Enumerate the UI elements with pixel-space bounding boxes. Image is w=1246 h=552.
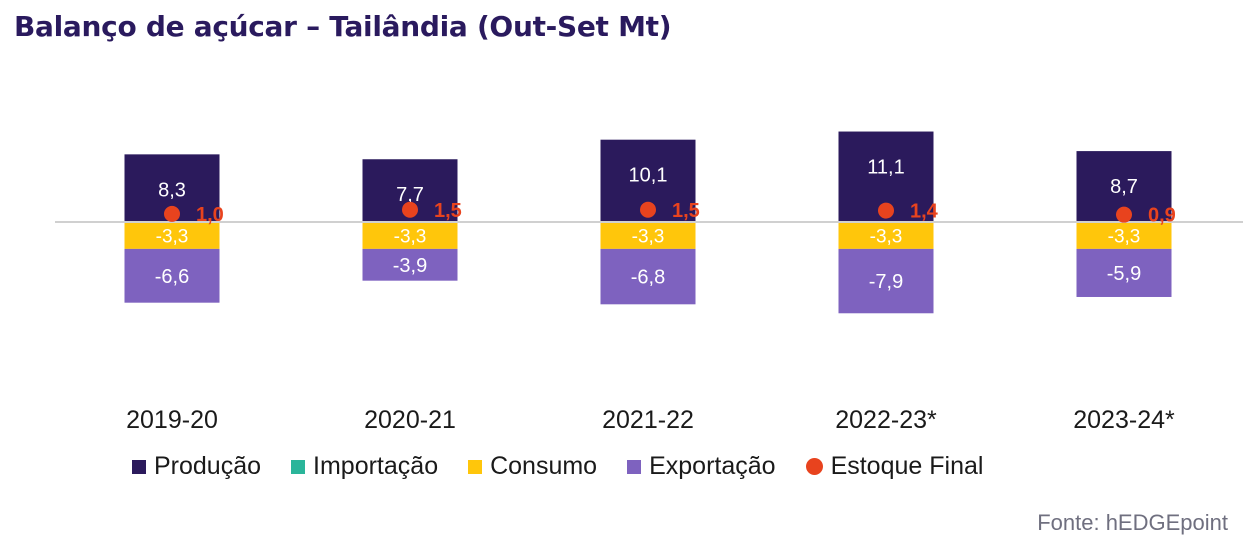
label-exportacao: -5,9: [1107, 263, 1141, 285]
label-estoque: 1,0: [196, 204, 224, 226]
legend-item-consumo: Consumo: [468, 452, 597, 481]
label-exportacao: -3,9: [393, 255, 427, 277]
bar-consumo: [362, 222, 458, 249]
label-producao: 8,3: [158, 179, 186, 201]
label-exportacao: -6,8: [631, 267, 665, 289]
x-tick-label: 2023-24*: [1073, 406, 1175, 434]
x-tick-label: 2019-20: [126, 406, 218, 434]
legend-swatch-estoque: [805, 458, 823, 475]
marker-estoque: [878, 202, 894, 219]
legend-label-estoque: Estoque Final: [830, 452, 984, 480]
label-producao: 11,1: [867, 157, 904, 179]
legend-swatch-producao: [132, 459, 146, 474]
legend-label-importacao: Importação: [313, 452, 439, 480]
legend-item-importacao: Importação: [291, 452, 438, 481]
bar-exportacao: [362, 248, 458, 281]
legend-label-exportacao: Exportação: [649, 452, 776, 480]
x-tick-label: 2022-23*: [835, 406, 937, 434]
x-tick-label: 2020-21: [364, 406, 456, 434]
legend-swatch-importacao: [291, 459, 306, 474]
legend-item-estoque: Estoque Final: [805, 452, 984, 481]
bar-consumo: [124, 222, 220, 249]
chart-legend: Produção Importação Consumo Exportação E…: [132, 452, 1013, 481]
bar-consumo: [838, 222, 934, 249]
chart-plot: 8,3 -3,3 -6,6 2019-20 7,7 -3,3 -3,9 2020-21 10,1…: [55, 131, 1243, 434]
bar-consumo: [1076, 222, 1172, 249]
label-consumo: -3,3: [394, 226, 427, 247]
bar-exportacao: [600, 248, 696, 305]
label-estoque: 1,4: [910, 201, 939, 223]
bar-exportacao: [124, 248, 220, 303]
label-exportacao: -6,6: [155, 266, 189, 288]
label-estoque: 0,9: [1148, 205, 1176, 227]
marker-estoque: [402, 201, 418, 218]
label-estoque: 1,5: [434, 200, 462, 222]
legend-item-exportacao: Exportação: [627, 452, 776, 481]
legend-swatch-exportacao: [627, 459, 642, 474]
x-tick-label: 2021-22: [602, 406, 694, 434]
bar-exportacao: [1076, 248, 1172, 297]
chart-title: Balanço de açúcar – Tailândia (Out-Set M…: [14, 10, 672, 43]
label-estoque: 1,5: [672, 200, 700, 222]
legend-item-producao: Produção: [132, 452, 261, 481]
label-producao: 10,1: [629, 165, 668, 187]
label-consumo: -3,3: [870, 226, 903, 247]
legend-label-producao: Produção: [154, 452, 262, 480]
marker-estoque: [1116, 206, 1132, 223]
marker-estoque: [164, 205, 180, 222]
bar-exportacao: [838, 248, 934, 314]
label-exportacao: -7,9: [869, 271, 903, 293]
label-consumo: -3,3: [1108, 226, 1141, 247]
label-producao: 8,7: [1110, 176, 1138, 198]
legend-label-consumo: Consumo: [490, 452, 598, 480]
marker-estoque: [640, 201, 656, 218]
label-consumo: -3,3: [156, 226, 189, 247]
bar-consumo: [600, 222, 696, 249]
source-note: Fonte: hEDGEpoint: [1037, 510, 1228, 535]
label-consumo: -3,3: [632, 226, 665, 247]
legend-swatch-consumo: [468, 459, 483, 474]
label-producao: 7,7: [396, 184, 424, 206]
